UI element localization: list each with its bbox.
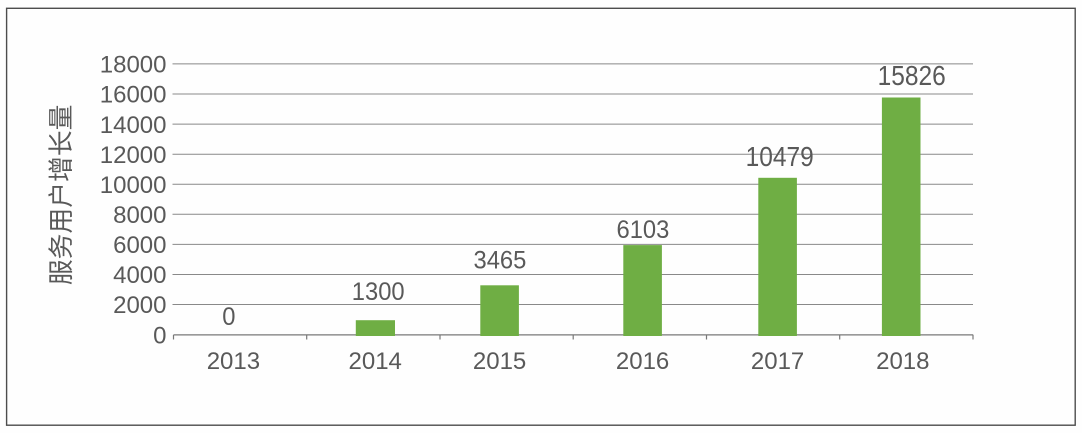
svg-text:1300: 1300 [352, 278, 405, 306]
svg-text:12000: 12000 [100, 142, 167, 169]
svg-text:6103: 6103 [616, 217, 669, 245]
svg-text:0: 0 [222, 303, 235, 331]
svg-text:6000: 6000 [113, 232, 166, 259]
svg-text:2015: 2015 [473, 348, 526, 375]
svg-text:4000: 4000 [113, 262, 166, 289]
svg-text:16000: 16000 [100, 82, 167, 109]
svg-text:2014: 2014 [349, 348, 402, 375]
svg-text:8000: 8000 [113, 202, 166, 229]
svg-text:10479: 10479 [746, 140, 814, 172]
svg-text:18000: 18000 [100, 52, 167, 79]
svg-text:0: 0 [153, 323, 166, 350]
svg-text:2018: 2018 [876, 348, 929, 375]
svg-text:14000: 14000 [100, 112, 167, 139]
svg-text:2013: 2013 [207, 348, 260, 375]
svg-text:15826: 15826 [878, 59, 946, 91]
svg-text:2000: 2000 [113, 292, 166, 319]
svg-text:2016: 2016 [616, 348, 669, 375]
svg-text:2017: 2017 [751, 348, 804, 375]
svg-text:3465: 3465 [473, 247, 526, 275]
svg-text:10000: 10000 [100, 172, 167, 199]
